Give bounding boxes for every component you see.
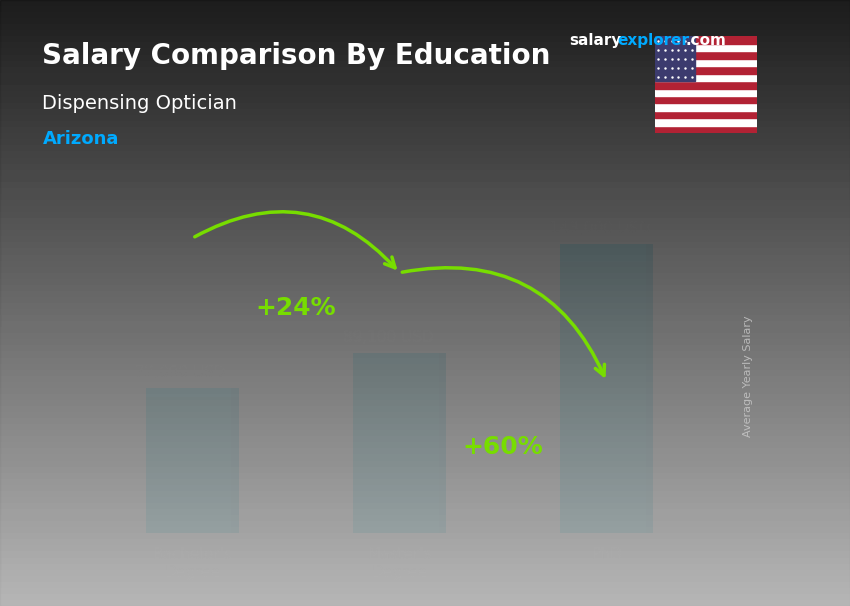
Text: 72,000 USD: 72,000 USD: [135, 364, 226, 379]
Text: salary: salary: [570, 33, 622, 48]
Text: explorer: explorer: [617, 33, 689, 48]
Text: +24%: +24%: [256, 296, 337, 320]
Text: .com: .com: [685, 33, 726, 48]
Bar: [145, 388, 239, 533]
FancyArrowPatch shape: [195, 211, 395, 268]
Text: 143,000 USD: 143,000 USD: [550, 221, 650, 236]
Text: Arizona: Arizona: [42, 130, 119, 148]
Text: Average Yearly Salary: Average Yearly Salary: [743, 315, 753, 436]
Bar: [654, 36, 756, 44]
Bar: [654, 81, 756, 88]
Text: Salary Comparison By Education: Salary Comparison By Education: [42, 42, 551, 70]
FancyArrowPatch shape: [402, 268, 604, 376]
Bar: [560, 244, 654, 262]
Bar: [654, 88, 756, 96]
Text: Dispensing Optician: Dispensing Optician: [42, 94, 237, 113]
Bar: [145, 388, 239, 396]
Bar: [654, 59, 756, 66]
Bar: [654, 74, 756, 81]
Bar: [231, 388, 239, 533]
Bar: [654, 118, 756, 126]
Bar: [654, 66, 756, 74]
Bar: [439, 353, 446, 533]
Text: 89,100 USD: 89,100 USD: [343, 330, 434, 345]
Bar: [654, 44, 756, 52]
Bar: [654, 126, 756, 133]
Bar: [654, 36, 695, 81]
Bar: [353, 353, 446, 364]
Bar: [654, 52, 756, 59]
Bar: [646, 244, 654, 533]
Bar: [654, 96, 756, 104]
Bar: [654, 104, 756, 111]
Bar: [654, 111, 756, 118]
Text: +60%: +60%: [462, 435, 543, 459]
Bar: [353, 353, 446, 533]
Bar: [560, 244, 654, 533]
